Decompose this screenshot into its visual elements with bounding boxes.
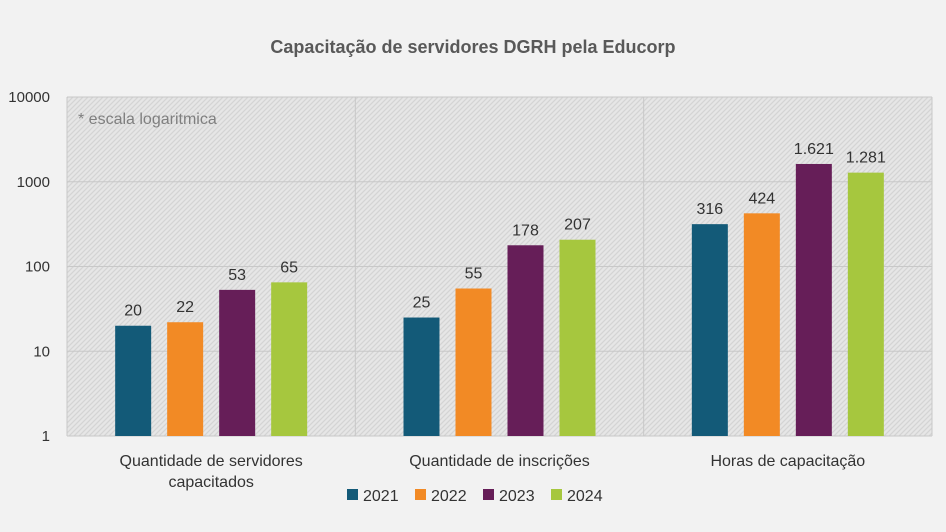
scale-note: * escala logaritmica bbox=[78, 111, 217, 128]
bar bbox=[795, 163, 832, 436]
y-tick-label: 10 bbox=[33, 343, 50, 360]
bar bbox=[559, 239, 596, 436]
grid-layer bbox=[66, 96, 933, 437]
y-tick-label: 100 bbox=[25, 259, 50, 276]
data-label: 20 bbox=[124, 303, 142, 320]
data-label: 316 bbox=[696, 201, 723, 218]
legend-swatch bbox=[415, 489, 426, 500]
bar bbox=[271, 282, 308, 436]
chart-title: Capacitação de servidores DGRH pela Educ… bbox=[270, 37, 675, 57]
data-label: 65 bbox=[280, 259, 298, 276]
data-label: 1.281 bbox=[846, 150, 886, 167]
legend-swatch bbox=[551, 489, 562, 500]
data-labels: 20 22 53 65 25 55 178 207 316 424 1.621 1.281 bbox=[124, 141, 886, 320]
data-label: 22 bbox=[176, 299, 194, 316]
category-label: Horas de capacitação bbox=[710, 453, 865, 470]
bar bbox=[691, 224, 728, 436]
data-label: 53 bbox=[228, 267, 246, 284]
data-label: 1.621 bbox=[794, 141, 834, 158]
y-tick-label: 10000 bbox=[8, 89, 50, 106]
bar bbox=[455, 288, 492, 436]
legend-label: 2024 bbox=[567, 488, 603, 505]
bar bbox=[167, 322, 204, 436]
legend-label: 2022 bbox=[431, 488, 467, 505]
y-tick-label: 1 bbox=[42, 428, 50, 445]
y-tick-label: 1000 bbox=[17, 174, 50, 191]
x-axis: Quantidade de servidores capacitados Quant… bbox=[120, 453, 866, 491]
legend-swatch bbox=[483, 489, 494, 500]
legend: 2021 2022 2023 2024 bbox=[347, 488, 603, 505]
data-label: 207 bbox=[564, 217, 591, 234]
bar bbox=[743, 213, 780, 436]
category-label: Quantidade de inscrições bbox=[409, 453, 590, 470]
bars bbox=[115, 163, 884, 437]
legend-label: 2021 bbox=[363, 488, 399, 505]
legend-swatch bbox=[347, 489, 358, 500]
y-axis: 1 10 100 1000 10000 bbox=[8, 89, 50, 445]
legend-label: 2023 bbox=[499, 488, 535, 505]
category-label: Quantidade de servidores capacitados bbox=[120, 453, 303, 491]
bar bbox=[507, 245, 544, 436]
data-label: 25 bbox=[413, 295, 431, 312]
bar bbox=[219, 289, 256, 436]
data-label: 55 bbox=[465, 266, 483, 283]
bar bbox=[847, 172, 884, 437]
bar bbox=[403, 317, 440, 436]
data-label: 178 bbox=[512, 222, 539, 239]
data-label: 424 bbox=[748, 190, 775, 207]
bar bbox=[115, 325, 152, 436]
